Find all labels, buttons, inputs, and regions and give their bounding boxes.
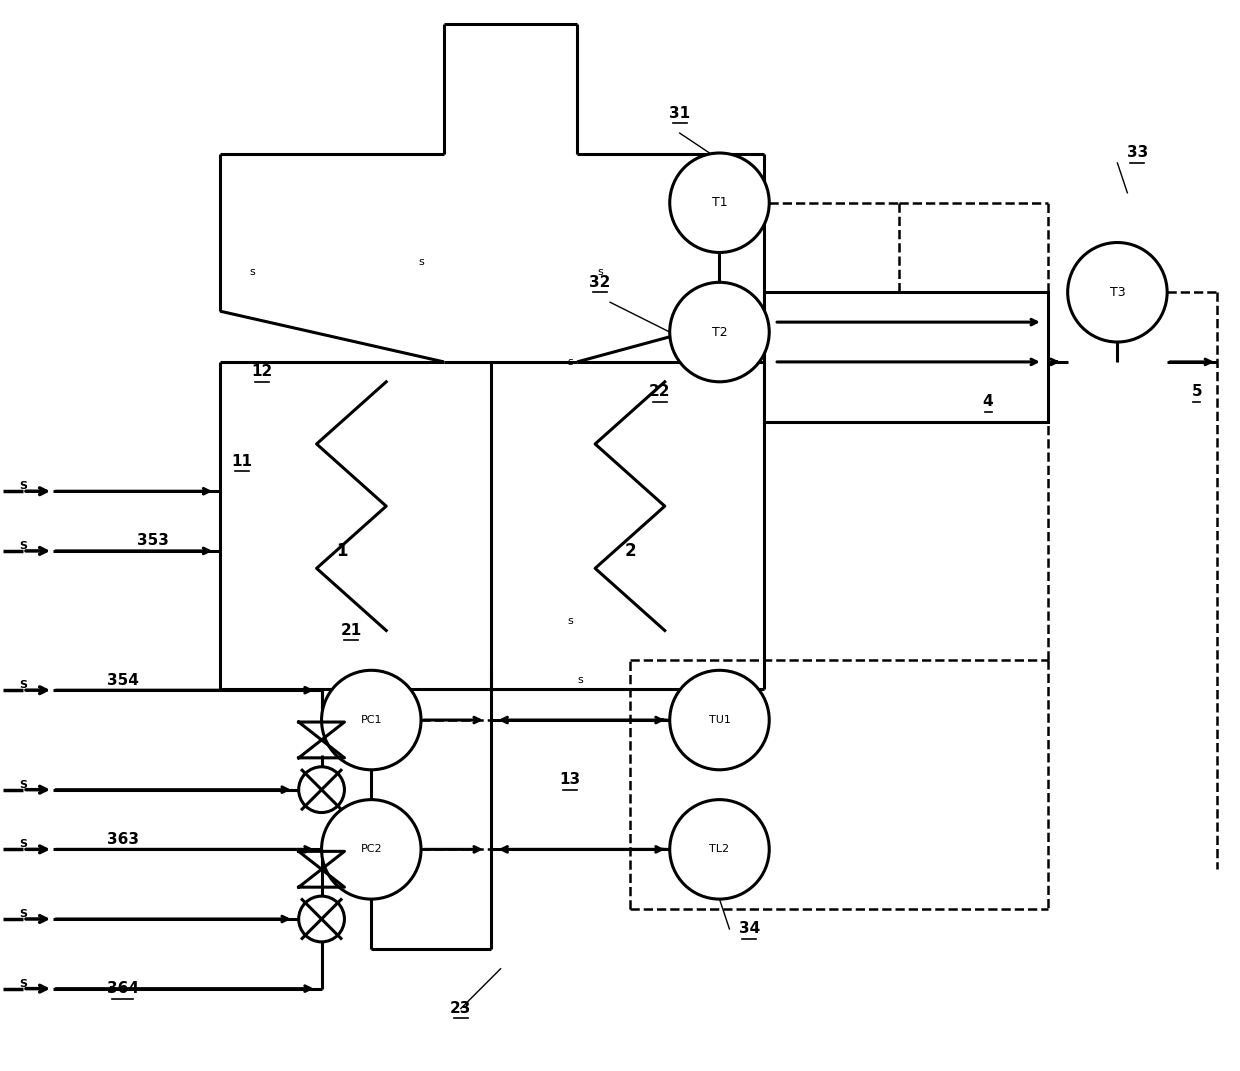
- Circle shape: [1068, 242, 1167, 342]
- Text: 363: 363: [107, 832, 139, 847]
- Text: s: s: [249, 268, 254, 277]
- Text: 34: 34: [739, 921, 760, 936]
- Text: s: s: [418, 257, 424, 268]
- Text: S: S: [19, 481, 27, 492]
- Text: 4: 4: [983, 394, 993, 409]
- Circle shape: [299, 896, 345, 941]
- Text: S: S: [19, 780, 27, 789]
- Text: 11: 11: [232, 454, 253, 469]
- Circle shape: [321, 670, 422, 770]
- Text: PC1: PC1: [361, 715, 382, 725]
- Text: 353: 353: [136, 533, 169, 548]
- Text: PC2: PC2: [361, 844, 382, 855]
- Text: 2: 2: [624, 542, 636, 560]
- Text: 31: 31: [670, 106, 691, 121]
- Text: T3: T3: [1110, 286, 1125, 299]
- Circle shape: [299, 767, 345, 813]
- Text: T2: T2: [712, 326, 728, 338]
- Bar: [764, 292, 1048, 422]
- Text: 12: 12: [252, 364, 273, 379]
- Text: 354: 354: [107, 673, 139, 688]
- Text: S: S: [19, 979, 27, 989]
- Text: 364: 364: [107, 981, 139, 996]
- Text: s: s: [568, 357, 573, 367]
- Text: 1: 1: [336, 542, 347, 560]
- Text: 13: 13: [559, 772, 580, 787]
- Circle shape: [670, 283, 769, 381]
- Text: S: S: [19, 840, 27, 849]
- Text: 21: 21: [341, 623, 362, 638]
- Text: 5: 5: [1192, 384, 1203, 399]
- Text: s: s: [598, 268, 603, 277]
- Text: s: s: [568, 616, 573, 625]
- Text: s: s: [578, 675, 583, 685]
- Text: 22: 22: [649, 384, 671, 399]
- Circle shape: [670, 670, 769, 770]
- Text: 32: 32: [589, 275, 611, 290]
- Text: T1: T1: [712, 196, 728, 209]
- Text: 23: 23: [450, 1001, 471, 1016]
- Text: S: S: [19, 909, 27, 919]
- Circle shape: [670, 153, 769, 253]
- Text: TU1: TU1: [708, 715, 730, 725]
- Text: S: S: [19, 541, 27, 550]
- Text: 33: 33: [1127, 146, 1148, 161]
- Circle shape: [321, 800, 422, 899]
- Circle shape: [670, 800, 769, 899]
- Text: TL2: TL2: [709, 844, 729, 855]
- Text: S: S: [19, 680, 27, 690]
